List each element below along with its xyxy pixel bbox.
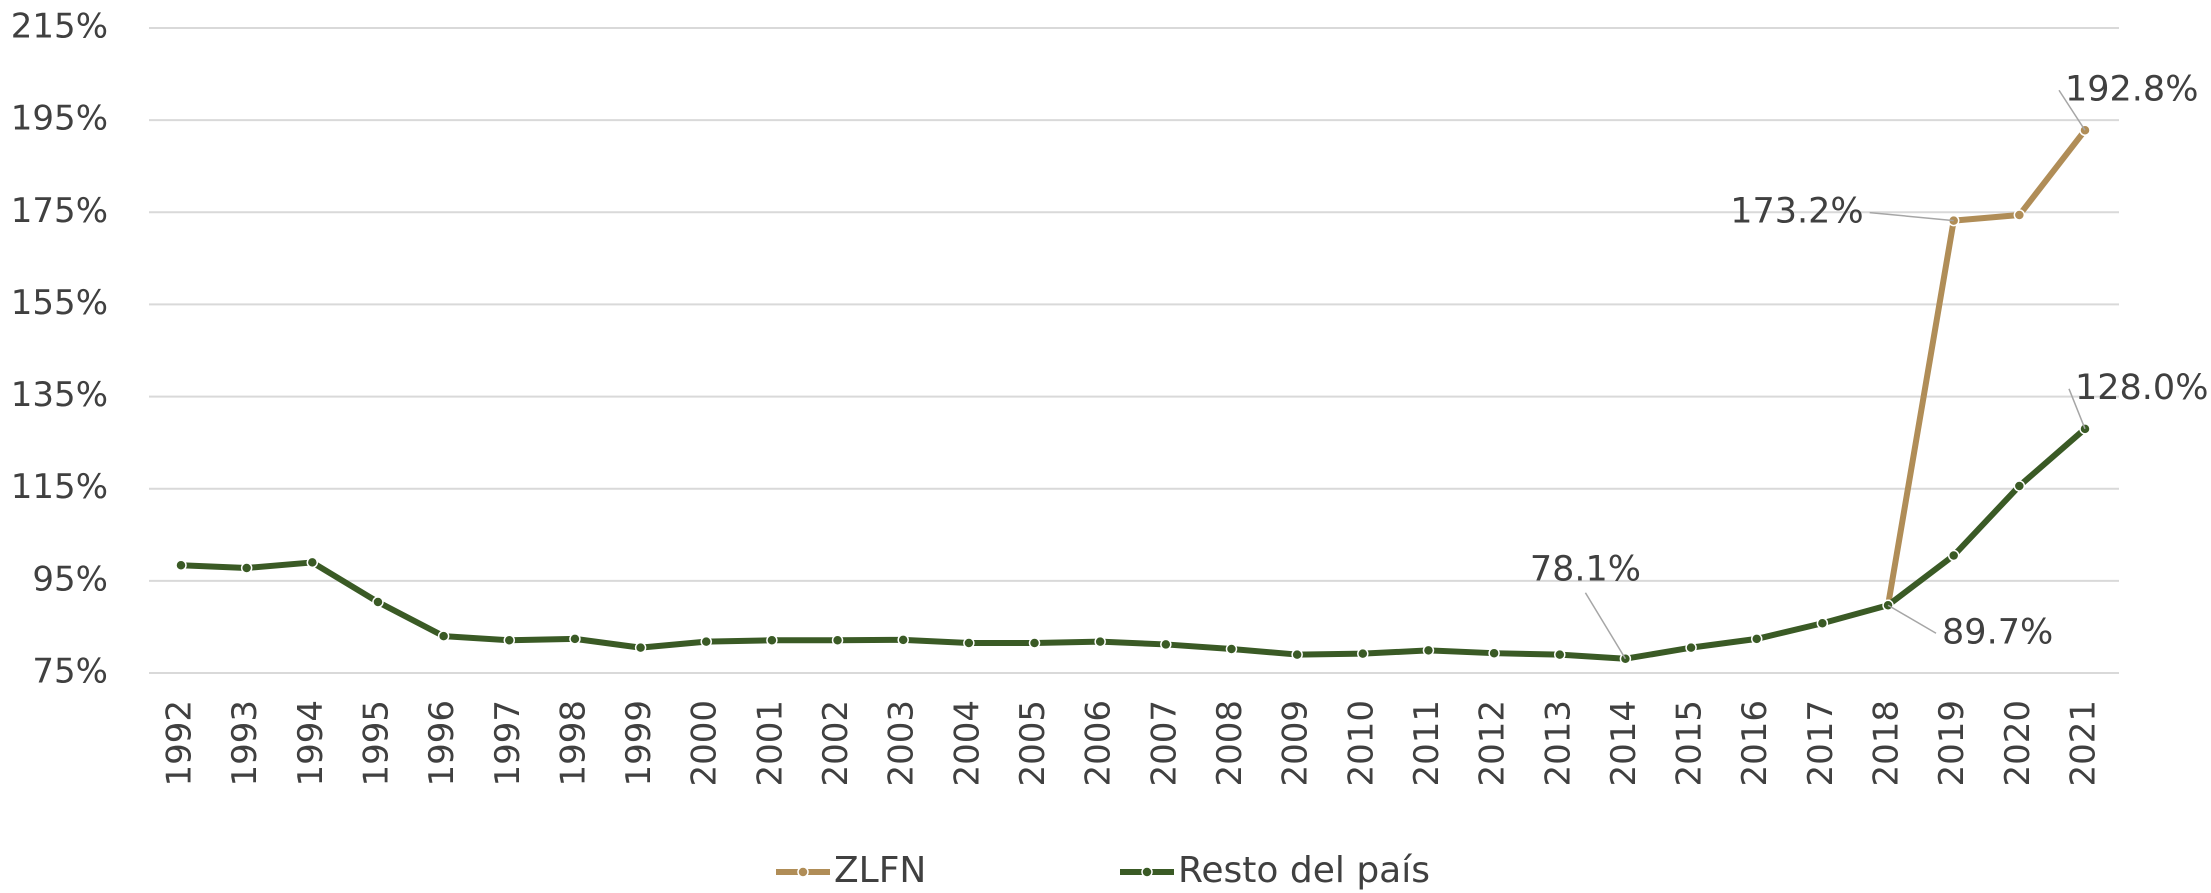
x-tick-label: 2003 [882,700,922,787]
data-point [766,634,778,647]
y-tick-label: 75% [32,652,108,692]
leader-line [1584,592,1627,660]
data-point [503,634,516,647]
legend-marker [1141,866,1153,878]
data-point [306,556,319,569]
x-tick-label: 1996 [422,700,462,787]
y-tick-label: 215% [11,7,108,47]
x-tick-label: 2014 [1604,700,1644,787]
data-point [1816,617,1829,629]
x-tick-label: 1997 [488,700,528,787]
legend-label: Resto del país [1178,850,1430,891]
series-line [1885,128,2088,606]
x-tick-label: 2011 [1407,700,1447,787]
data-point [1554,648,1566,661]
x-tick-label: 2002 [816,700,856,787]
x-tick-label: 2018 [1867,700,1907,787]
y-tick-label: 175% [11,191,108,231]
x-tick-label: 2016 [1735,700,1775,787]
data-point [1685,641,1697,654]
x-tick-label: 2008 [1210,700,1250,787]
x-tick-label: 1994 [291,700,331,787]
y-tick-label: 115% [11,467,108,507]
x-tick-label: 2009 [1276,700,1316,787]
y-tick-label: 95% [32,559,108,599]
data-point [963,637,975,649]
leader-line [1869,211,1954,222]
data-point [1357,647,1369,660]
data-point [700,635,712,648]
x-tick-label: 2019 [1932,700,1972,787]
x-tick-label: 2017 [1801,700,1841,787]
leader-line [1887,604,1937,634]
data-point [1947,549,1960,562]
x-tick-label: 2020 [1998,700,2038,787]
legend-label: ZLFN [834,850,926,891]
x-tick-label: 1992 [160,700,200,787]
data-point [897,634,909,646]
x-tick-label: 2004 [947,700,987,787]
data-point [2013,209,2026,221]
data-label: 89.7% [1942,612,2053,652]
x-tick-label: 1999 [619,700,659,787]
x-tick-label: 2007 [1144,700,1184,787]
x-tick-label: 2001 [750,700,790,787]
y-tick-label: 155% [11,283,108,323]
data-point [569,633,581,645]
data-point [1422,644,1435,657]
x-tick-label: 1995 [356,700,396,787]
data-label: 128.0% [2075,368,2208,408]
x-tick-label: 2013 [1538,700,1578,787]
data-label: 192.8% [2065,69,2198,109]
x-tick-label: 2010 [1341,700,1381,787]
data-point [175,559,187,571]
x-tick-label: 2012 [1473,700,1513,787]
legend-marker [797,866,809,878]
x-tick-label: 2021 [2064,700,2104,787]
data-label: 173.2% [1730,192,1863,232]
data-point [2013,480,2026,492]
data-point [831,634,844,647]
data-point [1160,638,1172,651]
data-point [240,562,253,574]
data-point [1750,633,1763,645]
y-tick-label: 135% [11,375,108,415]
data-point [1028,637,1041,649]
data-point [1488,647,1500,659]
data-point [372,596,384,608]
x-tick-label: 1998 [553,700,593,787]
x-tick-label: 2006 [1079,700,1119,787]
data-point [1094,635,1106,648]
data-point [1225,643,1238,655]
x-tick-label: 2015 [1670,700,1710,787]
data-label: 78.1% [1530,550,1641,590]
y-tick-label: 195% [11,99,108,139]
data-point [1291,648,1303,661]
x-tick-label: 2005 [1013,700,1053,787]
data-point [634,641,647,654]
x-tick-label: 2000 [685,700,725,787]
series-line [180,426,2087,662]
data-point [437,630,450,642]
leader-line [2058,89,2086,131]
x-tick-label: 1993 [225,700,265,787]
leader-line [2068,388,2086,430]
